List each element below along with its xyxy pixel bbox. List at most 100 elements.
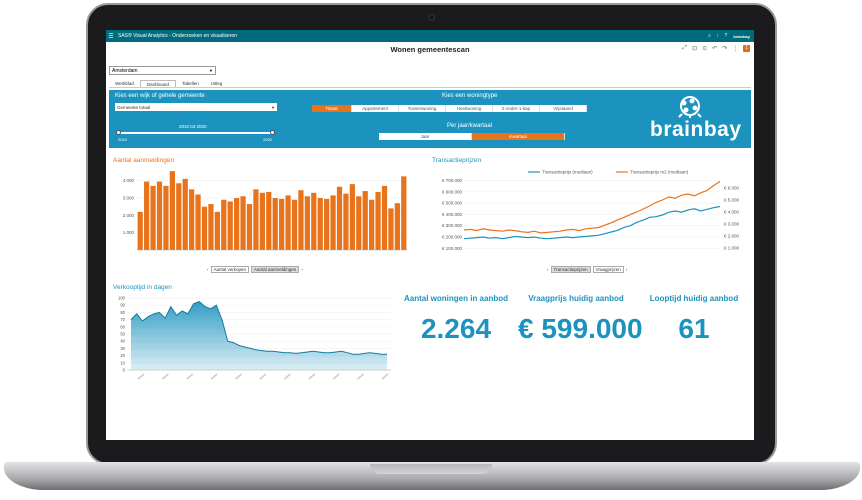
grid-icon[interactable]: ⁝ xyxy=(716,33,719,39)
camera-icon xyxy=(428,14,435,21)
brain-icon xyxy=(678,96,702,118)
search-icon[interactable]: ⌕ xyxy=(708,33,711,39)
hamburger-icon[interactable]: ☰ xyxy=(108,33,114,40)
type-button-totaal[interactable]: Totaal xyxy=(312,105,352,112)
type-button-hoekwoning[interactable]: Hoekwoning xyxy=(446,105,493,112)
x-tick-label xyxy=(137,373,145,380)
left-tick-label: € 100.000 xyxy=(442,246,463,251)
y-tick-label: 4.000 xyxy=(123,178,135,183)
chevron-left-icon[interactable]: ‹ xyxy=(207,267,209,272)
aantal-verkopen-button[interactable]: Aantal verkopen xyxy=(210,266,250,273)
chevron-left-icon[interactable]: ‹ xyxy=(547,267,549,272)
help-icon[interactable]: ? xyxy=(724,33,728,39)
right-tick-label: € 2.000 xyxy=(724,234,740,239)
aanmeldingen-title: Aantal aanmeldingen xyxy=(113,157,175,164)
y-tick-label: 40 xyxy=(120,339,125,344)
x-tick-label xyxy=(332,373,340,380)
kpi-looptijd-label: Looptijd huidig aanbod xyxy=(649,294,739,303)
screen: ☰ SAS® Visual Analytics - Onderzoeken en… xyxy=(106,30,754,440)
bar xyxy=(285,195,291,250)
bar xyxy=(394,203,400,250)
bar xyxy=(201,206,208,250)
period-button-jaar[interactable]: Jaar xyxy=(379,133,472,140)
y-tick-label: 30 xyxy=(120,346,125,351)
wijk-select-value: Gemeente totaal xyxy=(117,104,151,110)
type-buttons: Totaal Appartement Tussenwoning Hoekwoni… xyxy=(312,105,587,112)
y-tick-label: 80 xyxy=(120,310,125,315)
undo-icon[interactable]: ↶ xyxy=(712,46,718,52)
expand-icon[interactable]: ⤢ xyxy=(682,45,688,51)
bar xyxy=(266,191,272,250)
bar xyxy=(304,196,310,250)
filter-banner: Kies een wijk of gehele gemeente Gemeent… xyxy=(109,90,751,148)
y-tick-label: 100 xyxy=(118,296,126,301)
y-tick-label: 50 xyxy=(120,332,125,337)
vraagprijzen-button[interactable]: Vraagprijzen xyxy=(592,266,624,273)
wijk-select[interactable]: Gemeente totaal ▼ xyxy=(115,103,277,111)
y-tick-label: 10 xyxy=(120,360,125,365)
bar xyxy=(298,190,304,250)
bar xyxy=(336,186,343,250)
pin-icon[interactable]: ⊙ xyxy=(702,46,708,52)
bar xyxy=(189,189,195,250)
left-tick-label: € 600.000 xyxy=(442,189,463,194)
bar xyxy=(137,211,143,250)
city-select[interactable]: Amsterdam ▼ xyxy=(109,66,216,75)
brand-text: brainbay xyxy=(650,118,742,141)
bar xyxy=(343,193,349,250)
bar xyxy=(259,192,265,250)
x-tick-label xyxy=(308,373,316,380)
tab-dashboard[interactable]: Dashboard xyxy=(139,80,176,88)
y-tick-label: 90 xyxy=(120,303,125,308)
y-tick-label: 0 xyxy=(123,368,126,373)
left-tick-label: € 400.000 xyxy=(442,212,463,217)
type-button-2-onder-1-kap[interactable]: 2-onder-1-kap xyxy=(493,105,540,112)
notification-badge[interactable]: 1 xyxy=(743,45,750,52)
year-slider[interactable] xyxy=(116,130,275,135)
kpi-vraagprijs-label: Vraagprijs huidig aanbod xyxy=(528,294,624,303)
area-line xyxy=(130,301,387,355)
bar xyxy=(375,191,381,250)
slider-handle-end[interactable] xyxy=(270,130,275,135)
bar xyxy=(356,196,362,250)
chevron-right-icon[interactable]: › xyxy=(625,267,628,272)
kpi-aanbod-label: Aantal woningen in aanbod xyxy=(404,294,508,303)
right-tick-label: € 1.000 xyxy=(724,246,740,251)
bar xyxy=(272,198,278,250)
bar xyxy=(195,194,201,250)
transactie-chart: € 100.000 € 200.000 € 300.000 € 400.000 € 50… xyxy=(442,170,740,251)
type-button-vrijstaand[interactable]: Vrijstaand xyxy=(540,105,587,112)
kpi-looptijd: Looptijd huidig aanbod 61 xyxy=(636,294,752,345)
bar xyxy=(362,191,368,250)
more-icon[interactable]: ⋮ xyxy=(732,46,739,52)
slider-handle-start[interactable] xyxy=(116,130,121,135)
redo-icon[interactable]: ↷ xyxy=(722,46,728,52)
type-button-appartement[interactable]: Appartement xyxy=(352,105,399,112)
bar xyxy=(388,208,394,250)
slider-min: 2010 xyxy=(118,137,127,142)
chevron-right-icon[interactable]: › xyxy=(301,267,303,272)
bar xyxy=(163,185,169,250)
type-button-tussenwoning[interactable]: Tussenwoning xyxy=(399,105,446,112)
bar xyxy=(150,185,156,250)
bar xyxy=(144,181,150,250)
period-label: Per jaar/kwartaal xyxy=(447,123,493,129)
type-label: Kies een woningtype xyxy=(442,93,498,99)
aantal-aanmeldingen-button[interactable]: Aantal aanmeldingen xyxy=(251,266,300,273)
report-title: Wonen gemeentescan xyxy=(390,45,470,54)
period-button-kwartaal[interactable]: Kwartaal xyxy=(472,133,565,140)
left-tick-label: € 300.000 xyxy=(442,223,463,228)
export-icon[interactable]: ⊡ xyxy=(692,46,698,52)
bar xyxy=(311,192,317,250)
bar xyxy=(240,196,246,250)
transactieprijzen-button[interactable]: Transactieprijzen xyxy=(550,266,591,273)
x-tick-label xyxy=(283,373,291,380)
area-fill xyxy=(131,301,387,370)
verkooptijd-chart: 0 10 20 30 40 50 60 70 80 90 100 xyxy=(118,296,391,380)
x-tick-label xyxy=(210,373,218,380)
left-tick-label: € 700.000 xyxy=(442,178,463,183)
bar xyxy=(317,198,323,250)
series-line xyxy=(463,180,721,234)
bar xyxy=(208,204,214,250)
right-tick-label: € 4.000 xyxy=(724,210,740,215)
